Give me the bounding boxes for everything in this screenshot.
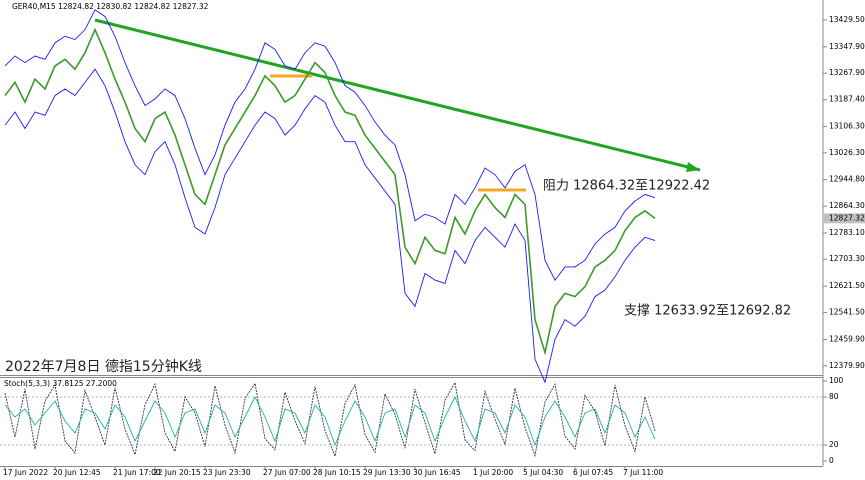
trend-line — [94, 18, 701, 172]
y-tick-label: 12783.10 — [829, 228, 865, 237]
annotation: 阻力 12864.32至12922.42 — [543, 179, 710, 194]
chart-title: 2022年7月8日 德指15分钟K线 — [5, 358, 202, 375]
y-tick-label: 13429.50 — [829, 15, 865, 24]
y-tick-label: 13267.90 — [829, 68, 865, 77]
price-tag-label: 12827.32 — [829, 213, 865, 222]
price-tag — [824, 213, 865, 224]
y-tick-label: 12703.30 — [829, 254, 865, 263]
y-tick-label: 12379.90 — [829, 361, 865, 370]
x-tick-label: 1 Jul 20:00 — [473, 468, 513, 477]
price-line — [4, 9, 656, 281]
stoch-label: Stoch(5,3,3) 37.8125 27.2000 — [4, 379, 117, 388]
x-tick-label: 6 Jul 07:45 — [573, 468, 613, 477]
y-tick-label: 12459.90 — [829, 334, 865, 343]
x-tick-label: 21 Jun 17:00 — [113, 468, 161, 477]
y-tick-label: 13187.40 — [829, 95, 865, 104]
arrow-head — [686, 162, 700, 172]
y-tick-label: 12541.50 — [829, 308, 865, 317]
price-line — [4, 27, 656, 356]
x-tick-label: 5 Jul 04:30 — [523, 468, 563, 477]
x-tick-label: 20 Jun 12:45 — [53, 468, 101, 477]
annotation: 支撑 12633.92至12692.82 — [624, 304, 791, 319]
stoch-line — [4, 381, 656, 458]
x-tick-label: 29 Jun 13:30 — [363, 468, 411, 477]
y-tick-label: 12864.30 — [829, 201, 865, 210]
y-tick-label: 13347.90 — [829, 42, 865, 51]
y-tick-label: 20 — [829, 440, 839, 449]
y-tick-label: 13026.30 — [829, 148, 865, 157]
y-tick-label: 80 — [829, 392, 839, 401]
x-tick-label: 7 Jul 11:00 — [623, 468, 663, 477]
x-tick-label: 27 Jun 07:00 — [263, 468, 311, 477]
x-tick-label: 22 Jun 20:15 — [153, 468, 201, 477]
y-tick-label: 100 — [829, 376, 844, 385]
y-tick-label: 13106.30 — [829, 121, 865, 130]
x-tick-label: 30 Jun 16:45 — [413, 468, 461, 477]
x-tick-label: 23 Jun 23:30 — [203, 468, 251, 477]
price-line — [4, 68, 656, 384]
header: GER40,M15 12824.82 12830.82 12824.82 128… — [12, 2, 209, 11]
y-tick-label: 12621.50 — [829, 281, 865, 290]
y-tick-label: 0 — [829, 456, 834, 465]
x-tick-label: 28 Jun 10:15 — [313, 468, 361, 477]
y-tick-label: 12944.80 — [829, 175, 865, 184]
x-tick-label: 17 Jun 2022 — [3, 468, 48, 477]
stoch-line — [4, 395, 656, 447]
